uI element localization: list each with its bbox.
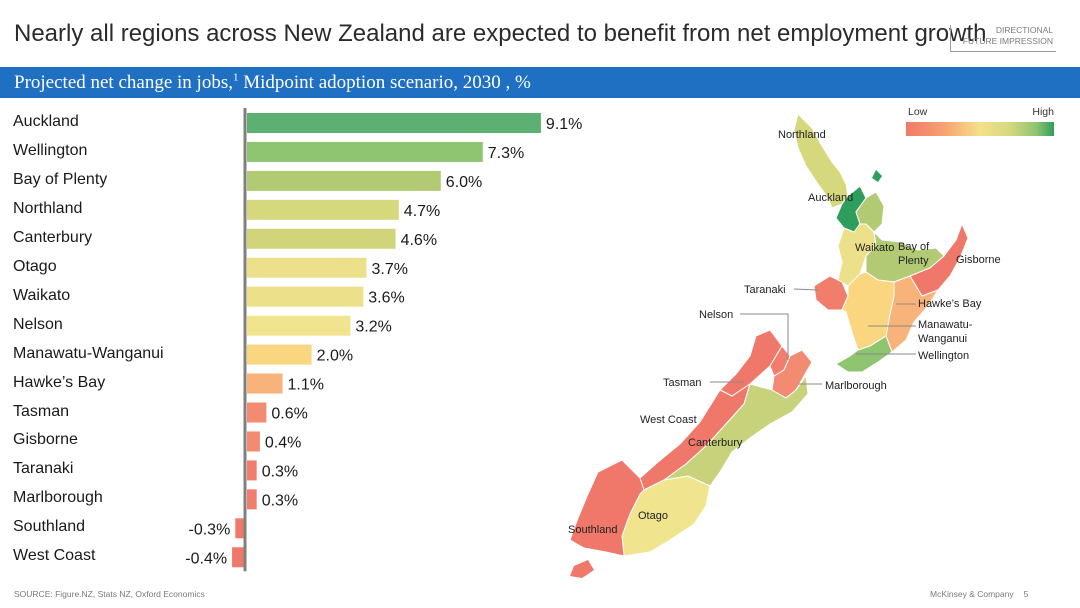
map-region-taranaki: [813, 275, 849, 311]
bar-value-label: 6.0%: [446, 174, 482, 191]
bar-otago: [247, 257, 367, 278]
category-label: Waikato: [13, 286, 71, 304]
category-label: Tasman: [13, 402, 70, 420]
map-label-manawatu-1: Manawatu-: [918, 319, 973, 331]
bar-value-label: 0.6%: [271, 406, 307, 423]
map-label-auckland: Auckland: [808, 192, 853, 204]
category-label: West Coast: [13, 547, 96, 565]
map-label-marlborough: Marlborough: [825, 380, 887, 392]
company-name: McKinsey & Company: [930, 589, 1014, 599]
map-label-taranaki: Taranaki: [744, 284, 786, 296]
bar-value-label: 0.3%: [262, 492, 298, 509]
bar-taranaki: [247, 460, 257, 481]
page-title: Nearly all regions across New Zealand ar…: [14, 20, 987, 47]
bar-marlborough: [247, 489, 257, 510]
category-label: Canterbury: [13, 228, 93, 246]
nz-map: Northland Auckland Waikato Bay of Plenty…: [560, 100, 1080, 590]
nz-map-svg: Northland Auckland Waikato Bay of Plenty…: [568, 113, 1001, 578]
tag-line-2: FUTURE IMPRESSION: [962, 36, 1053, 46]
category-label: Gisborne: [13, 431, 78, 449]
bar-value-label: 3.2%: [355, 319, 391, 336]
bar-value-label: 4.6%: [401, 232, 437, 249]
leader-line-nelson: [740, 313, 789, 360]
category-label: Auckland: [13, 113, 79, 130]
bar-value-label: 7.3%: [488, 145, 524, 162]
bar-value-label: 4.7%: [404, 203, 440, 220]
map-label-otago: Otago: [638, 510, 668, 522]
map-label-southland: Southland: [568, 524, 618, 536]
category-label: Bay of Plenty: [13, 170, 108, 188]
footer: McKinsey & Company 5: [930, 589, 1028, 599]
map-region-southland: [569, 459, 645, 557]
footnote-marker: 1: [232, 71, 239, 84]
directional-tag: DIRECTIONAL FUTURE IMPRESSION: [950, 25, 1056, 52]
category-label: Marlborough: [13, 489, 103, 507]
bar-value-label: -0.4%: [185, 550, 227, 567]
map-label-nelson: Nelson: [699, 309, 733, 321]
map-label-wellington: Wellington: [918, 350, 969, 362]
map-label-manawatu-2: Wanganui: [918, 333, 967, 345]
legend-low-label: Low: [908, 106, 928, 118]
map-region-canterbury: [663, 374, 809, 487]
bar-value-label: 0.3%: [262, 463, 298, 480]
bar-value-label: 3.7%: [372, 261, 408, 278]
bar-chart: 9.1% 7.3% 6.0% 4.7% 4.6% 3.7% 3.6% 3.2% 2.0% 1.1%…: [0, 104, 600, 584]
chart-subtitle: Projected net change in jobs,1 Midpoint …: [14, 72, 531, 94]
category-label: Southland: [13, 518, 86, 536]
bar-gisborne: [247, 431, 260, 452]
map-label-west-coast: West Coast: [640, 414, 697, 426]
category-label: Manawatu-Wanganui: [13, 344, 164, 362]
map-region-stewart-island: [570, 560, 594, 578]
bar-hawke-s-bay: [247, 373, 283, 394]
bar-west-coast: [232, 547, 245, 568]
bar-tasman: [247, 402, 267, 423]
bar-value-label: 9.1%: [546, 116, 582, 133]
bar-nelson: [247, 315, 351, 336]
map-label-bay-of-plenty-1: Bay of: [898, 241, 930, 253]
subtitle-text: Projected net change in jobs,: [14, 72, 233, 93]
map-label-tasman: Tasman: [663, 377, 702, 389]
subtitle-banner: Projected net change in jobs,1 Midpoint …: [0, 67, 1080, 98]
map-label-gisborne: Gisborne: [956, 254, 1001, 266]
category-label: Otago: [13, 257, 57, 275]
bar-waikato: [247, 286, 364, 307]
tag-line-1: DIRECTIONAL: [995, 25, 1053, 35]
legend-gradient: [906, 122, 1054, 136]
bar-bay-of-plenty: [247, 170, 441, 191]
bar-value-label: 0.4%: [265, 434, 301, 451]
map-region-gisborne: [909, 222, 969, 297]
bar-southland: [235, 518, 245, 539]
map-label-northland: Northland: [778, 129, 826, 141]
category-label: Wellington: [13, 141, 88, 159]
category-label: Northland: [13, 199, 83, 217]
bar-wellington: [247, 141, 483, 162]
bar-value-label: 3.6%: [368, 290, 404, 307]
category-label: Nelson: [13, 315, 63, 333]
bar-value-label: -0.3%: [189, 521, 231, 538]
leader-line-taranaki: [793, 288, 819, 291]
bar-chart-svg: 9.1% 7.3% 6.0% 4.7% 4.6% 3.7% 3.6% 3.2%2.0% 1.1%…: [185, 108, 582, 572]
map-region-marlborough: [771, 349, 813, 399]
bar-value-label: 1.1%: [288, 377, 324, 394]
legend-high-label: High: [1032, 106, 1054, 118]
map-label-canterbury: Canterbury: [688, 437, 743, 449]
page-number: 5: [1023, 589, 1029, 599]
map-region-auckland-islands: [872, 170, 882, 182]
map-label-bay-of-plenty-2: Plenty: [898, 255, 929, 267]
bar-value-label: 2.0%: [317, 348, 353, 365]
category-label: Hawke’s Bay: [13, 373, 106, 391]
map-label-hawkes-bay: Hawke’s Bay: [918, 298, 982, 310]
map-legend: Low High: [906, 106, 1054, 138]
bar-manawatu-wanganui: [247, 344, 312, 365]
map-label-waikato: Waikato: [855, 242, 894, 254]
subtitle-rest: Midpoint adoption scenario, 2030 , %: [238, 72, 531, 93]
bar-northland: [247, 199, 399, 220]
category-label: Taranaki: [13, 460, 74, 478]
bar-canterbury: [247, 228, 396, 249]
source-note: SOURCE: Figure.NZ, Stats NZ, Oxford Econ…: [14, 589, 205, 599]
bar-auckland: [247, 113, 541, 133]
